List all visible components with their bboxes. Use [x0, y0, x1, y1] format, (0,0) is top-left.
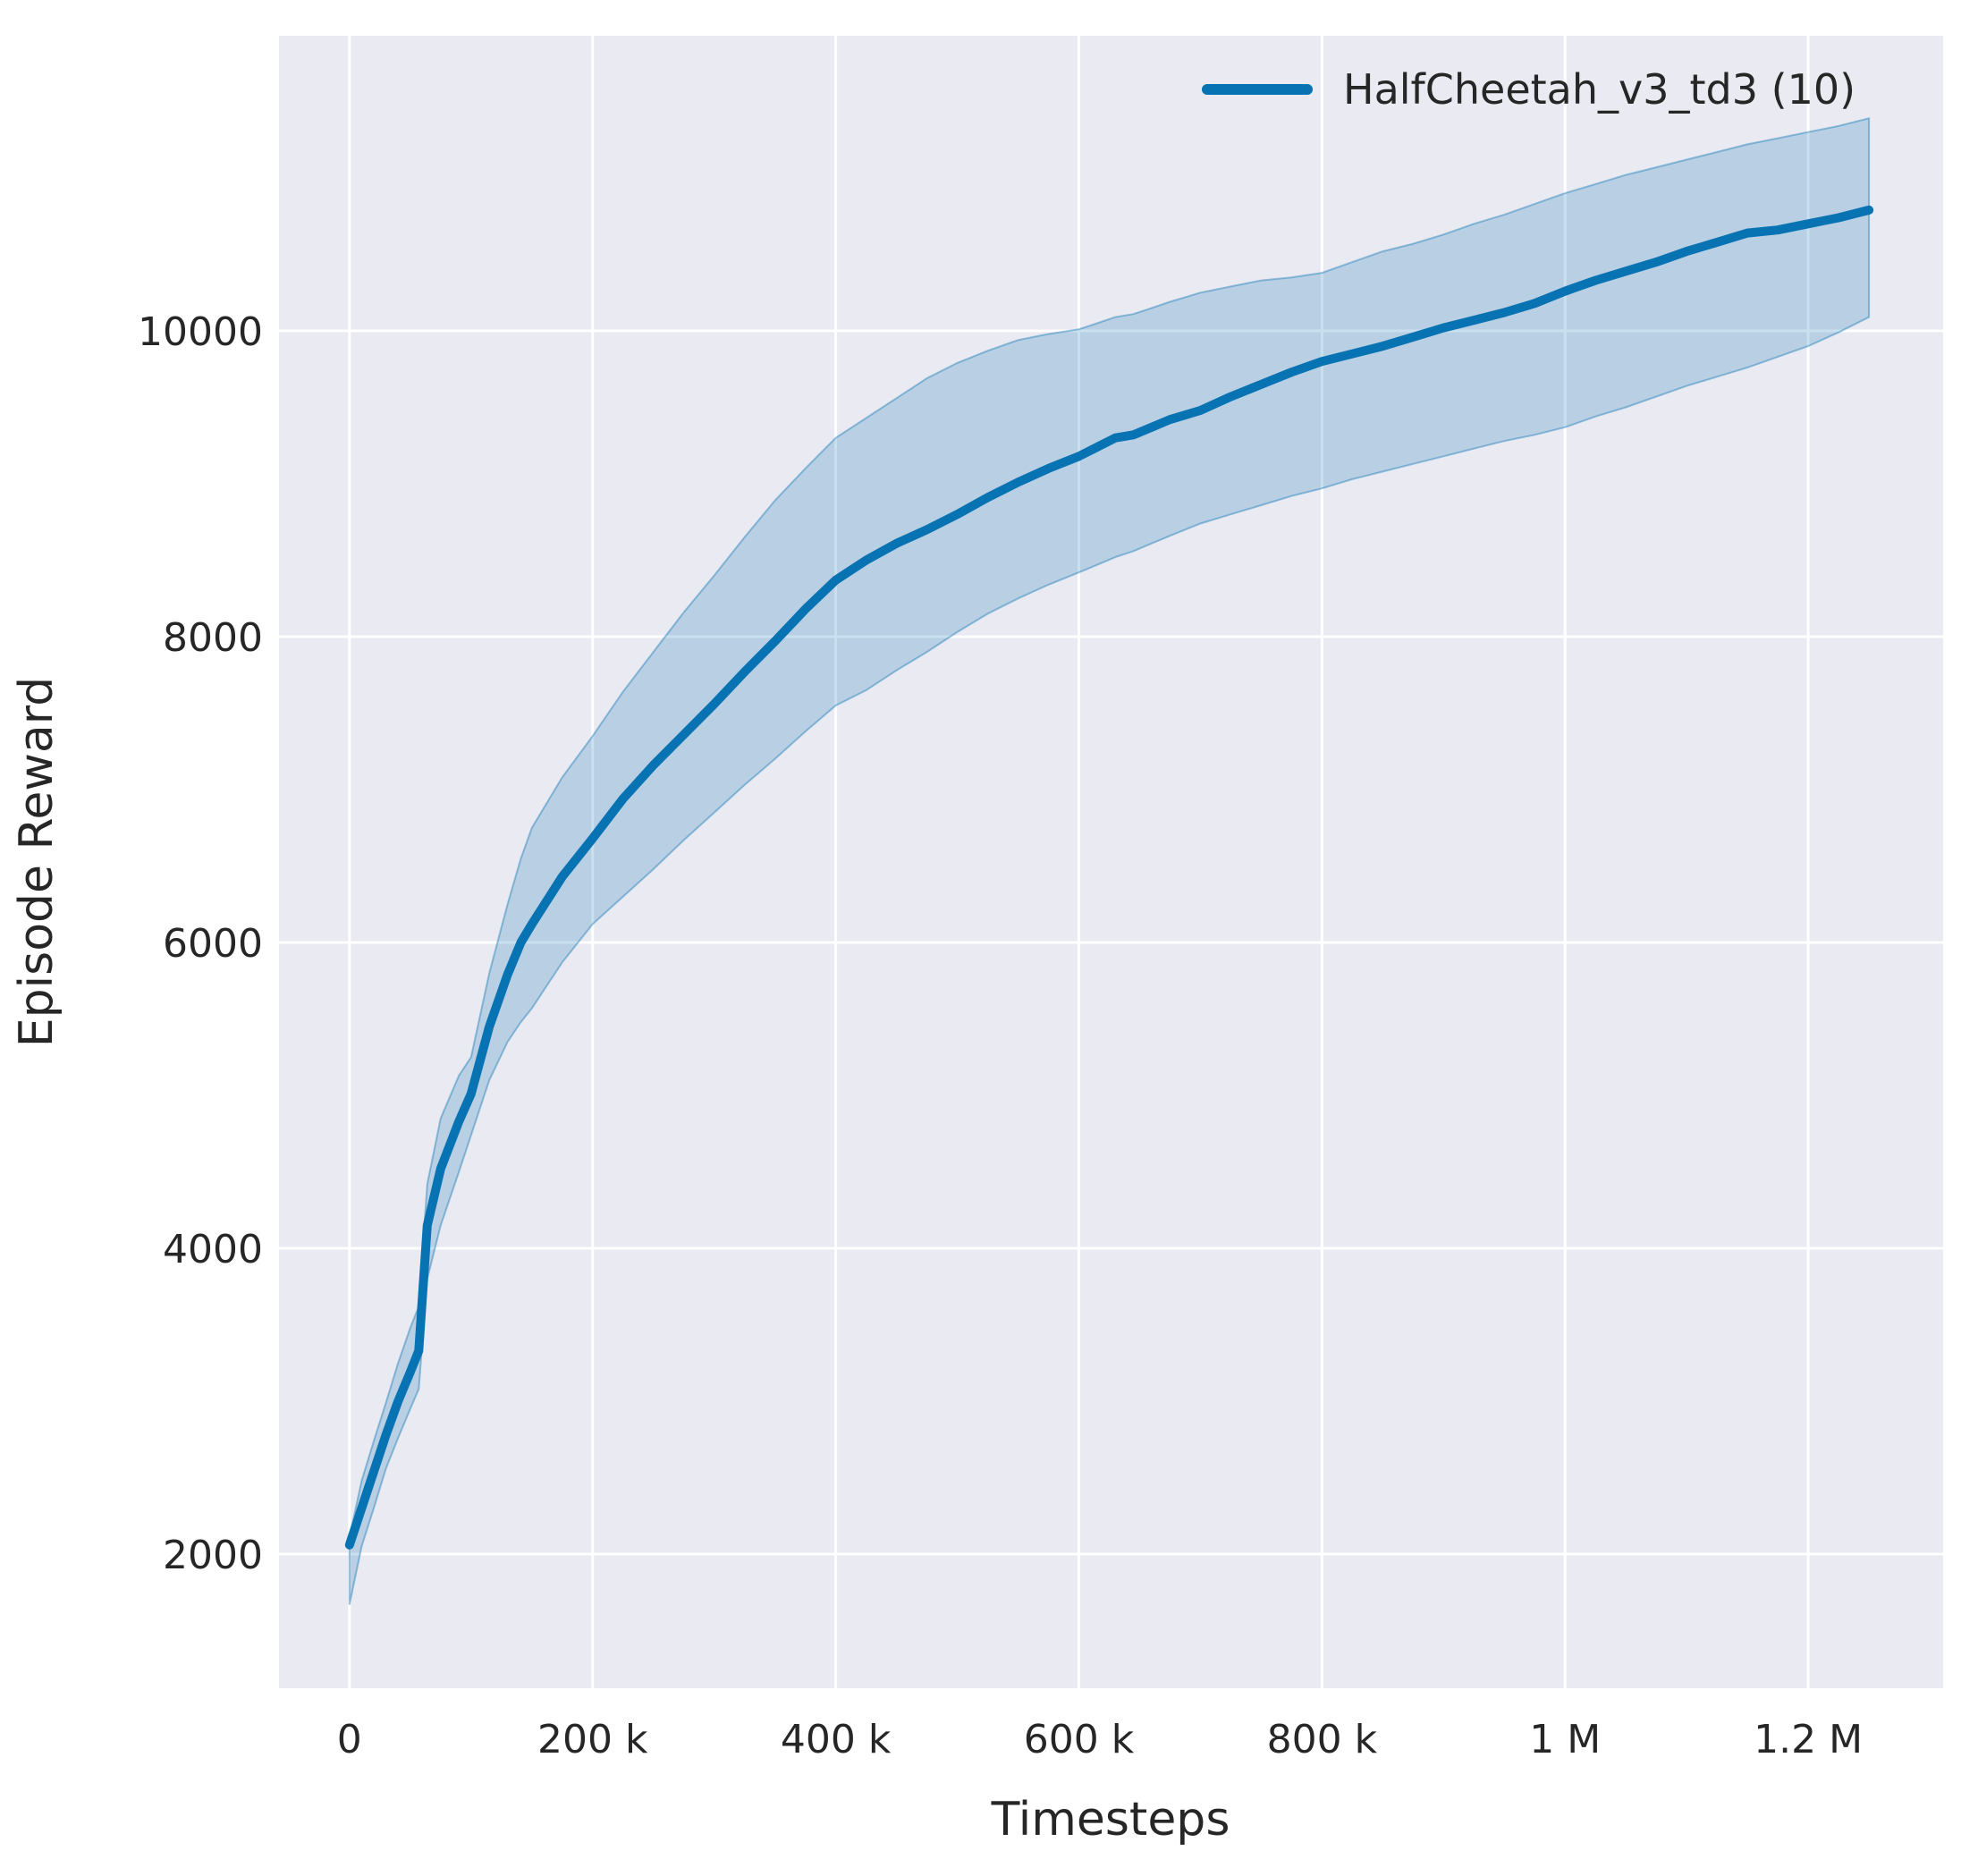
x-tick-label: 1.2 M — [1754, 1717, 1863, 1762]
grid-lines — [279, 36, 1943, 1688]
x-tick-label: 600 k — [1024, 1717, 1135, 1762]
y-axis-label: Episode Reward — [10, 677, 63, 1047]
x-tick-label: 200 k — [537, 1717, 648, 1762]
x-tick-label: 800 k — [1267, 1717, 1378, 1762]
plot-area — [279, 36, 1943, 1688]
y-tick-label: 4000 — [163, 1227, 263, 1272]
legend-entry-label: HalfCheetah_v3_td3 (10) — [1343, 65, 1855, 114]
y-tick-label: 2000 — [163, 1533, 263, 1578]
y-tick-label: 8000 — [163, 615, 263, 661]
x-tick-labels: 0 200 k 400 k 600 k 800 k 1 M 1.2 M — [337, 1717, 1863, 1762]
legend: HalfCheetah_v3_td3 (10) — [1202, 65, 1855, 114]
x-tick-label: 400 k — [781, 1717, 892, 1762]
mean-line — [344, 205, 1874, 1550]
x-tick-label: 0 — [337, 1717, 362, 1762]
x-axis-label: Timesteps — [991, 1793, 1230, 1846]
y-tick-label: 10000 — [138, 309, 263, 355]
y-tick-labels: 2000 4000 6000 8000 10000 — [138, 309, 263, 1578]
confidence-band — [348, 117, 1871, 1605]
y-tick-label: 6000 — [163, 921, 263, 967]
x-tick-label: 1 M — [1529, 1717, 1601, 1762]
